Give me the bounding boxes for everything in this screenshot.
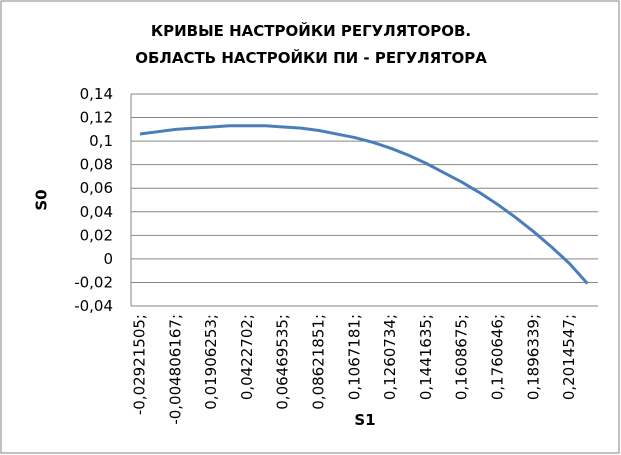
y-tick-label: -0,04 (74, 297, 113, 315)
x-tick-label: 0,1896339; (524, 314, 542, 400)
y-tick-label: 0,14 (80, 85, 113, 103)
y-tick-label: 0,06 (80, 179, 113, 197)
y-tick-label: 0,08 (80, 156, 113, 174)
x-tick-label: 0,06469535; (274, 314, 292, 410)
chart-title: КРИВЫЕ НАСТРОЙКИ РЕГУЛЯТОРОВ. ОБЛАСТЬ НАС… (135, 21, 487, 67)
x-tick-label: 0,08621851; (310, 314, 328, 410)
y-tick-label: 0,02 (80, 226, 113, 244)
x-tick-label: 0,0422702; (238, 314, 256, 400)
x-tick-label: 0,1441635; (417, 314, 435, 400)
y-tick-label: 0,1 (89, 132, 113, 150)
x-tick-label: 0,01906253; (202, 314, 220, 410)
x-tick-label: 0,2014547; (560, 314, 578, 400)
y-tick-label: 0 (103, 250, 113, 268)
x-tick-label: 0,1608675; (453, 314, 471, 400)
x-tick-label: -0,004806167; (166, 314, 184, 425)
y-tick-label: 0,12 (80, 109, 113, 127)
y-tick-label: 0,04 (80, 203, 113, 221)
x-tick-label: 0,1260734; (381, 314, 399, 400)
x-axis-title: S1 (354, 411, 375, 429)
line-series (139, 124, 589, 285)
x-tick-label: -0,02921505; (131, 314, 149, 415)
y-tick-label: -0,02 (74, 273, 113, 291)
x-tick-label: 0,1067181; (345, 314, 363, 400)
y-axis-title: S0 (33, 189, 51, 210)
x-tick-label: 0,1760646; (489, 314, 507, 400)
